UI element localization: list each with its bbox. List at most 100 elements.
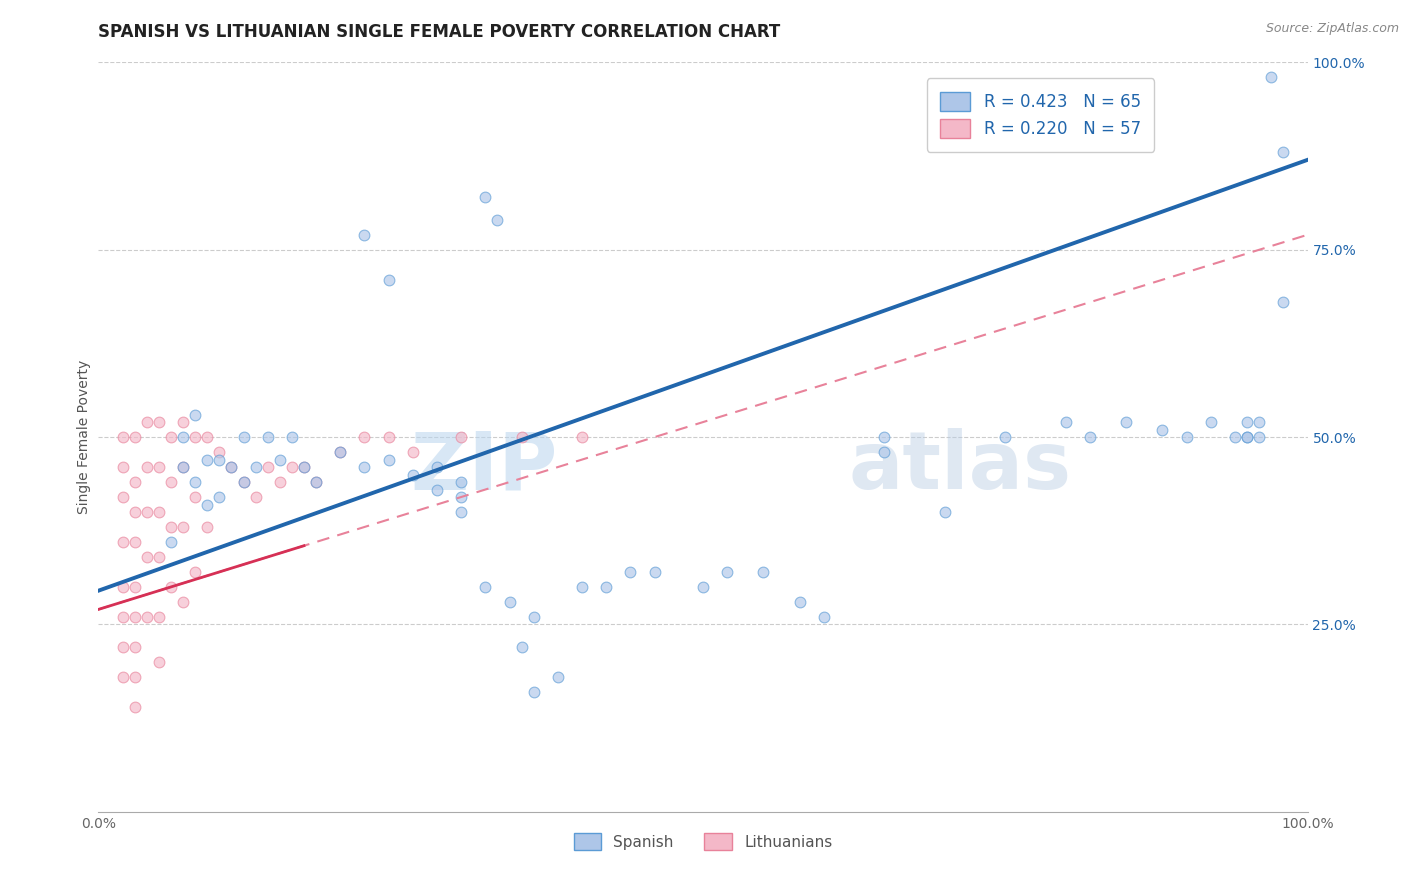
Point: [1199, 415, 1222, 429]
Point: [644, 565, 666, 579]
Point: [353, 460, 375, 475]
Point: [281, 430, 304, 444]
Point: [232, 475, 254, 489]
Point: [124, 475, 146, 489]
Point: [148, 460, 170, 475]
Point: [221, 460, 243, 475]
Point: [1054, 415, 1077, 429]
Point: [692, 580, 714, 594]
Point: [124, 580, 146, 594]
Point: [111, 535, 134, 549]
Point: [353, 430, 375, 444]
Point: [160, 520, 183, 534]
Point: [1078, 430, 1101, 444]
Text: Source: ZipAtlas.com: Source: ZipAtlas.com: [1265, 22, 1399, 36]
Point: [184, 430, 207, 444]
Point: [172, 415, 194, 429]
Point: [135, 549, 157, 564]
Point: [208, 490, 231, 504]
Point: [184, 565, 207, 579]
Text: ZIP: ZIP: [411, 428, 558, 506]
Point: [195, 498, 218, 512]
Point: [256, 460, 278, 475]
Point: [124, 640, 146, 654]
Point: [172, 460, 194, 475]
Point: [160, 535, 183, 549]
Point: [510, 430, 533, 444]
Legend: Spanish, Lithuanians: Spanish, Lithuanians: [568, 827, 838, 856]
Point: [172, 460, 194, 475]
Point: [232, 475, 254, 489]
Point: [111, 610, 134, 624]
Point: [124, 535, 146, 549]
Point: [195, 430, 218, 444]
Point: [184, 408, 207, 422]
Text: atlas: atlas: [848, 428, 1071, 506]
Point: [329, 445, 352, 459]
Point: [135, 415, 157, 429]
Point: [1260, 70, 1282, 85]
Point: [245, 460, 267, 475]
Point: [269, 475, 291, 489]
Point: [934, 505, 956, 519]
Point: [111, 640, 134, 654]
Point: [208, 452, 231, 467]
Point: [402, 445, 425, 459]
Point: [377, 452, 399, 467]
Point: [256, 430, 278, 444]
Point: [160, 580, 183, 594]
Point: [111, 670, 134, 684]
Point: [426, 483, 449, 497]
Point: [789, 595, 811, 609]
Point: [1249, 415, 1271, 429]
Point: [184, 490, 207, 504]
Point: [450, 490, 472, 504]
Point: [450, 475, 472, 489]
Point: [595, 580, 617, 594]
Point: [474, 190, 496, 204]
Point: [124, 430, 146, 444]
Point: [474, 580, 496, 594]
Point: [1223, 430, 1246, 444]
Point: [450, 430, 472, 444]
Point: [172, 520, 194, 534]
Point: [873, 445, 896, 459]
Point: [148, 415, 170, 429]
Y-axis label: Single Female Poverty: Single Female Poverty: [77, 360, 91, 514]
Point: [619, 565, 641, 579]
Point: [426, 460, 449, 475]
Point: [571, 580, 593, 594]
Point: [1236, 415, 1258, 429]
Point: [305, 475, 328, 489]
Point: [450, 505, 472, 519]
Point: [124, 610, 146, 624]
Point: [148, 610, 170, 624]
Point: [124, 505, 146, 519]
Point: [873, 430, 896, 444]
Point: [1236, 430, 1258, 444]
Point: [1272, 295, 1295, 310]
Point: [716, 565, 738, 579]
Point: [269, 452, 291, 467]
Point: [148, 505, 170, 519]
Point: [498, 595, 520, 609]
Point: [195, 452, 218, 467]
Point: [752, 565, 775, 579]
Point: [1249, 430, 1271, 444]
Point: [377, 273, 399, 287]
Point: [281, 460, 304, 475]
Point: [111, 580, 134, 594]
Point: [195, 520, 218, 534]
Point: [1272, 145, 1295, 160]
Point: [111, 490, 134, 504]
Point: [292, 460, 315, 475]
Point: [148, 655, 170, 669]
Point: [135, 505, 157, 519]
Point: [523, 610, 546, 624]
Point: [124, 699, 146, 714]
Point: [221, 460, 243, 475]
Point: [523, 685, 546, 699]
Point: [160, 475, 183, 489]
Point: [377, 430, 399, 444]
Point: [486, 212, 509, 227]
